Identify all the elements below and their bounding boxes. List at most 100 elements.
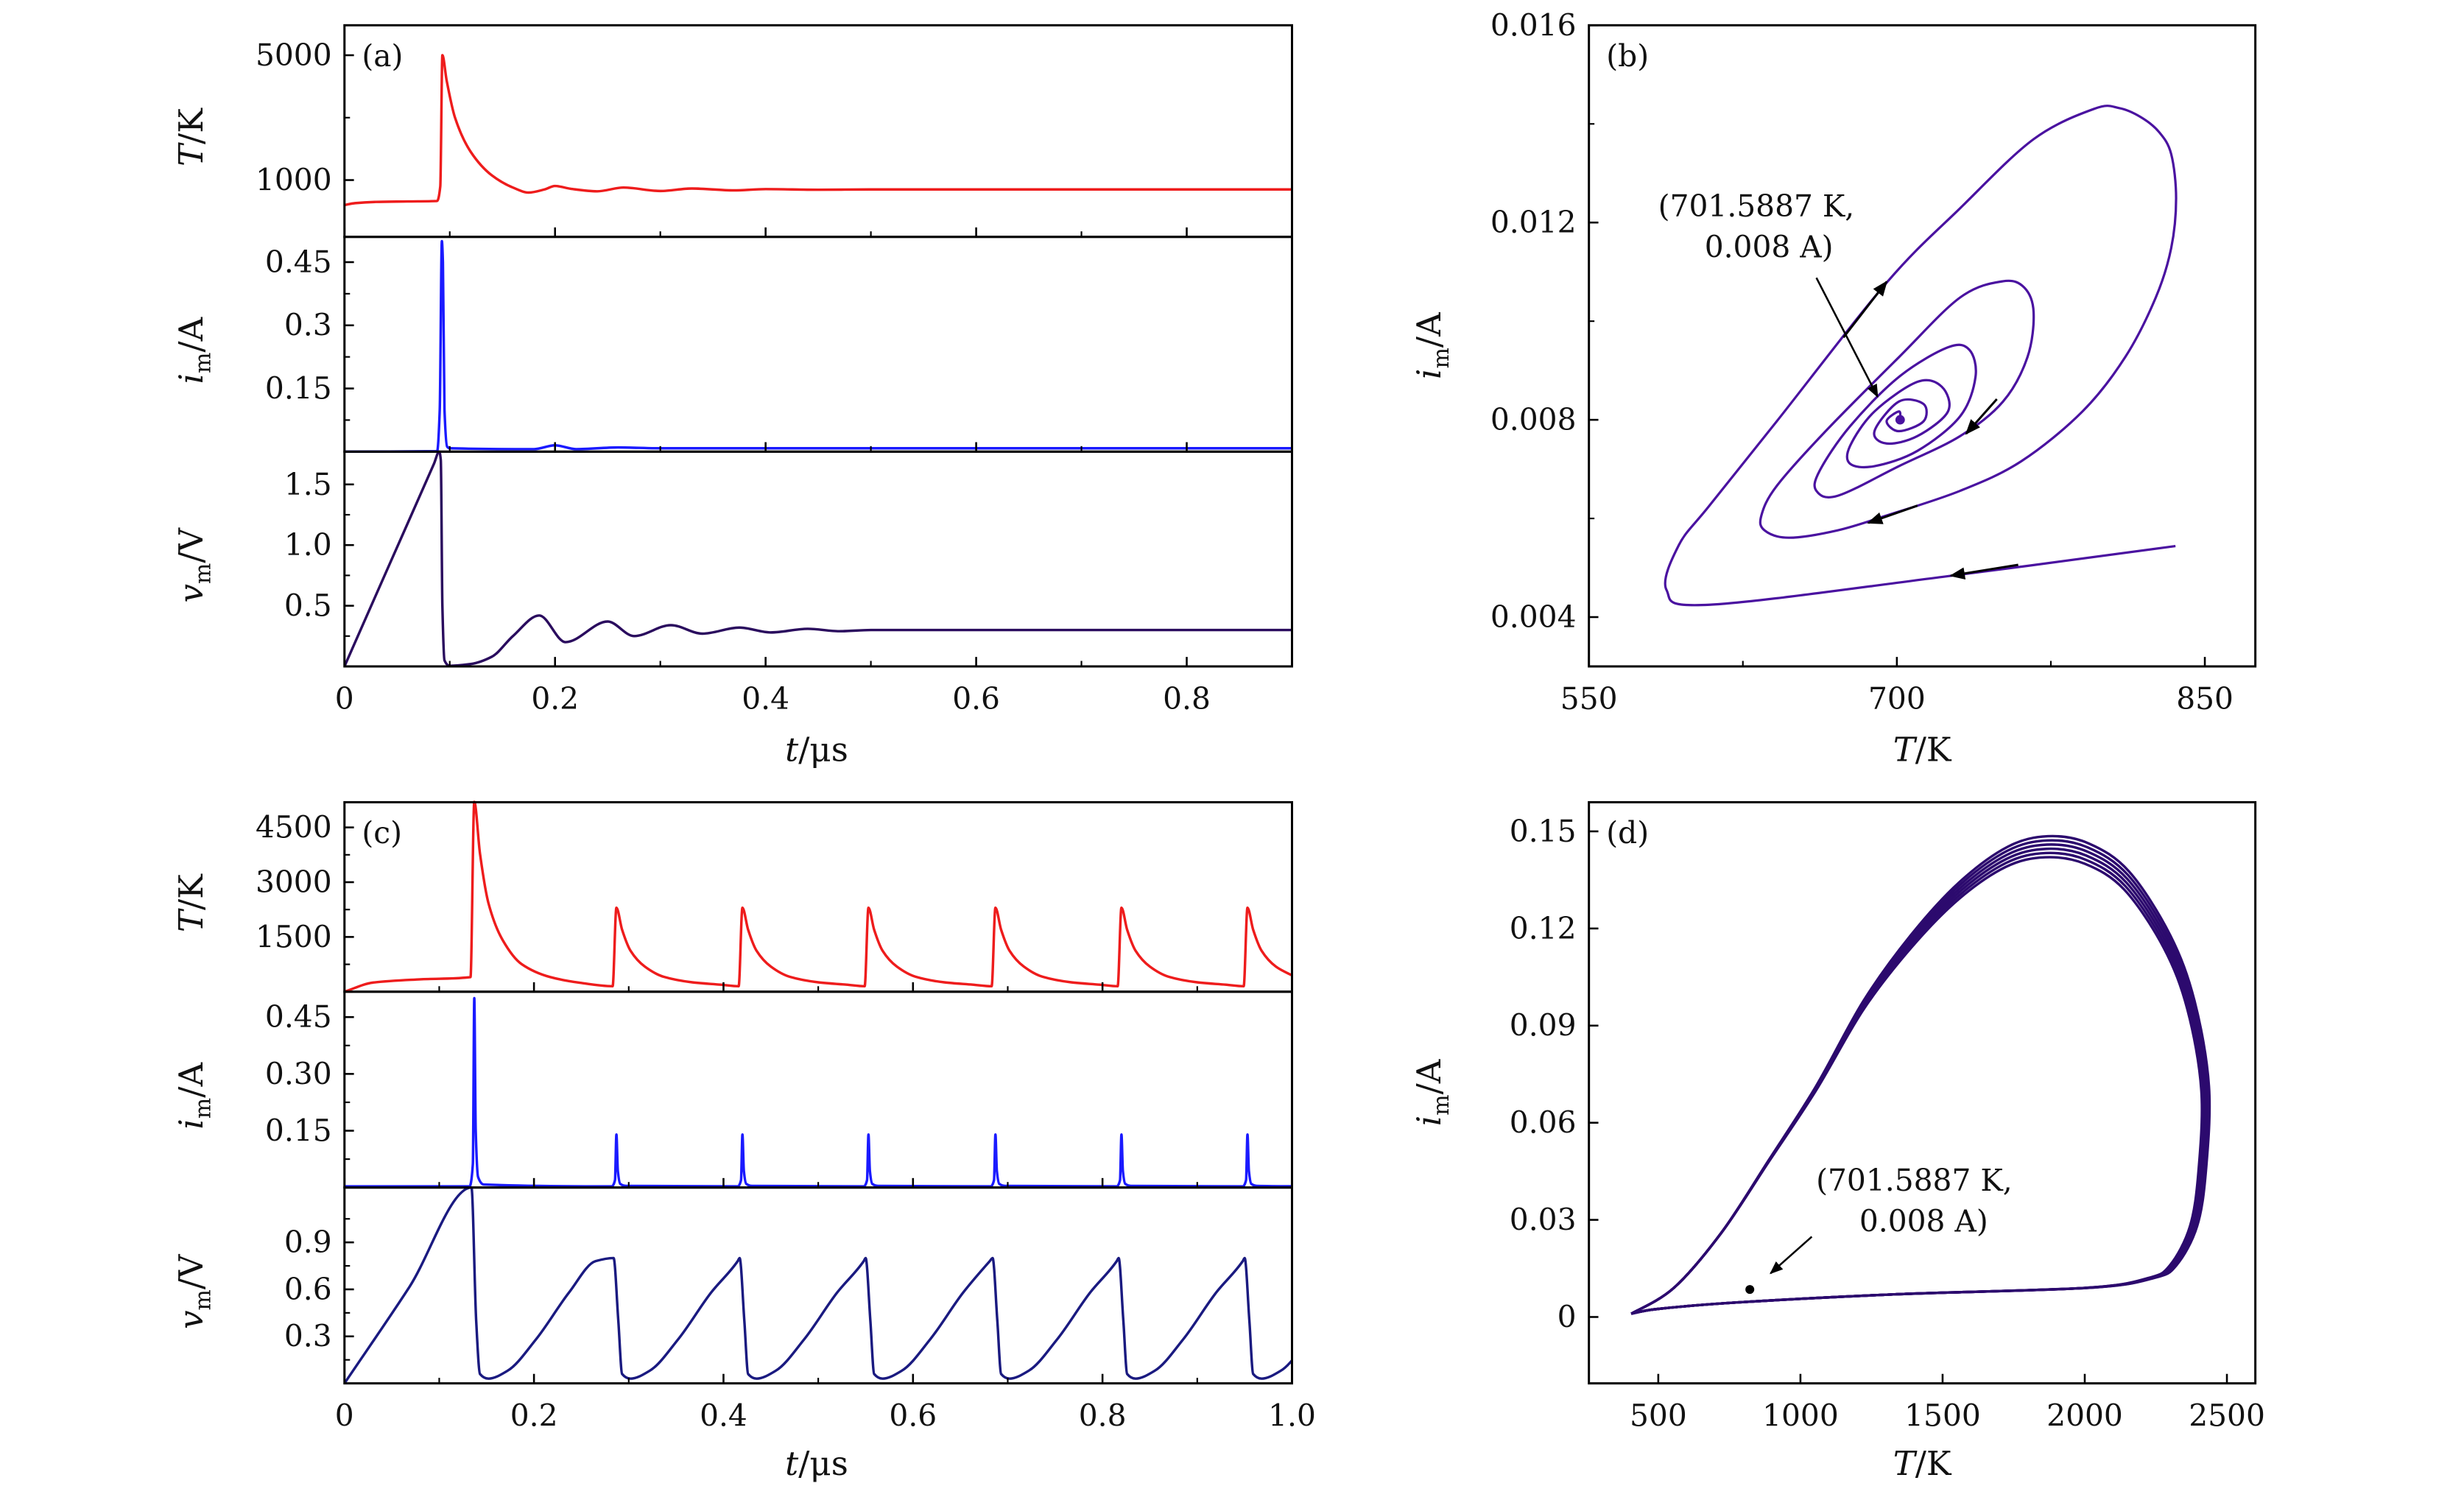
x-tick-label: 0.6 <box>889 1398 937 1434</box>
y-axis-label: im/A <box>1409 312 1454 379</box>
panel-label: (d) <box>1606 815 1649 851</box>
x-tick-label: 1500 <box>1904 1398 1981 1434</box>
x-tick-label: 0 <box>335 681 354 716</box>
subplot-frame <box>343 236 1293 453</box>
y-tick-label: 0.45 <box>265 244 332 280</box>
y-tick-label: 1.0 <box>284 527 332 563</box>
y-tick-label: 1500 <box>256 919 332 954</box>
x-tick-label: 700 <box>1868 681 1926 716</box>
x-tick-label: 2000 <box>2046 1398 2123 1434</box>
axis-label-subscript: m <box>190 1098 216 1119</box>
axis-label-unit: /V <box>172 527 211 563</box>
axis-label-variable: v <box>172 584 211 602</box>
y-axis-label: vm/V <box>172 527 217 602</box>
axis-label-unit: /A <box>1409 312 1449 348</box>
y-tick-label: 0.016 <box>1490 7 1577 43</box>
plot-frame <box>1588 24 2257 668</box>
y-axis-label: T/K <box>172 873 211 932</box>
limit-cycle-line <box>1630 856 2203 1315</box>
y-tick-label: 0.5 <box>284 588 332 624</box>
panel-label: (c) <box>362 815 402 851</box>
y-tick-label: 3000 <box>256 865 332 900</box>
x-tick-label: 0.4 <box>742 681 789 716</box>
x-tick-label: 0.2 <box>510 1398 558 1434</box>
axis-label-subscript: m <box>190 352 216 373</box>
x-tick-label: 0.8 <box>1163 681 1211 716</box>
subplot-frame <box>343 990 1293 1189</box>
axis-label-subscript: m <box>1429 348 1454 368</box>
x-tick-label: 1.0 <box>1268 1398 1316 1434</box>
subplot-i: 0.15 0.30 0.45 im/A <box>172 990 1293 1189</box>
y-axis-label: vm/V <box>172 1253 217 1329</box>
panel-label: (b) <box>1606 38 1649 74</box>
y-tick-label: 0.3 <box>284 1319 332 1354</box>
direction-arrow <box>1965 398 1998 435</box>
x-axis-label: T/K <box>1893 1444 1952 1483</box>
plot-frame <box>1588 800 2257 1385</box>
panel-label: (a) <box>362 38 403 74</box>
x-tick-label: 850 <box>2176 681 2234 716</box>
limit-cycle-line <box>1630 839 2210 1315</box>
axis-label-variable: i <box>172 373 211 384</box>
axis-label-variable: T <box>1893 730 1918 770</box>
axis-label-variable: i <box>1409 369 1449 379</box>
annotation-arrow <box>1815 277 1879 398</box>
panel-d: (701.5887 K, 0.008 A) 500 1000 1500 2000 2500 0… <box>1409 800 2265 1483</box>
axis-label-unit: /V <box>172 1253 211 1289</box>
axis-label-subscript: m <box>1429 1094 1454 1115</box>
x-tick-label: 550 <box>1560 681 1618 716</box>
y-axis-label: im/A <box>1409 1059 1454 1126</box>
y-tick-label: 1000 <box>256 162 332 197</box>
axis-label-unit: /A <box>172 317 211 352</box>
x-tick-label: 0.4 <box>700 1398 747 1434</box>
axis-label-unit: /K <box>172 873 211 910</box>
y-tick-label: 0.008 <box>1490 402 1577 437</box>
x-tick-label: 1000 <box>1762 1398 1839 1434</box>
x-axis-label: T/K <box>1893 730 1952 770</box>
subplot-frame <box>343 1186 1293 1385</box>
axis-label-variable: t <box>785 1444 799 1483</box>
x-axis-label: t/μs <box>785 1444 848 1483</box>
subplot-i: 0.15 0.3 0.45 im/A <box>172 236 1293 454</box>
x-axis-label: t/μs <box>785 730 848 770</box>
x-tick-label: 0.2 <box>531 681 579 716</box>
direction-arrow <box>1949 563 2018 580</box>
y-tick-label: 0.45 <box>265 999 332 1035</box>
series-line-v <box>344 450 1292 667</box>
axis-label-variable: v <box>172 1311 211 1329</box>
y-axis-label: im/A <box>172 1063 217 1130</box>
y-tick-label: 0 <box>1557 1299 1577 1334</box>
axis-label-unit: /A <box>1409 1059 1449 1094</box>
series-line-T <box>344 54 1292 207</box>
series-line-i <box>344 996 1292 1188</box>
y-tick-label: 0.15 <box>265 370 332 406</box>
subplot-frame <box>343 450 1293 668</box>
axis-label-unit: /K <box>1915 1444 1952 1483</box>
y-tick-label: 0.12 <box>1510 911 1577 946</box>
x-tick-label: 500 <box>1630 1398 1687 1434</box>
y-tick-label: 5000 <box>256 38 332 73</box>
axis-label-variable: i <box>1409 1116 1449 1126</box>
x-tick-label: 0 <box>335 1398 354 1434</box>
axis-label-variable: T <box>172 142 211 166</box>
axis-label-subscript: m <box>190 1289 216 1310</box>
y-tick-label: 0.30 <box>265 1056 332 1091</box>
subplot-T: 1000 5000 T/K <box>172 24 1293 239</box>
direction-arrow <box>1867 504 1918 524</box>
x-tick-label: 0.8 <box>1079 1398 1127 1434</box>
y-tick-label: 1.5 <box>284 467 332 502</box>
panel-b: (701.5887 K, 0.008 A) 550 700 850 0.004 0.008 0… <box>1409 7 2257 770</box>
x-tick-label: 0.6 <box>952 681 1000 716</box>
axis-label-unit: /μs <box>798 1444 848 1483</box>
series-line-i <box>344 239 1292 454</box>
limit-cycle-line <box>1630 847 2206 1315</box>
y-tick-label: 0.15 <box>1510 814 1577 849</box>
y-tick-label: 0.012 <box>1490 205 1577 240</box>
direction-arrow <box>1842 280 1888 339</box>
axis-label-variable: t <box>785 730 799 770</box>
y-tick-label: 0.004 <box>1490 599 1577 635</box>
y-axis-label: im/A <box>172 317 217 384</box>
annotation-line-2: 0.008 A) <box>1859 1204 1988 1239</box>
